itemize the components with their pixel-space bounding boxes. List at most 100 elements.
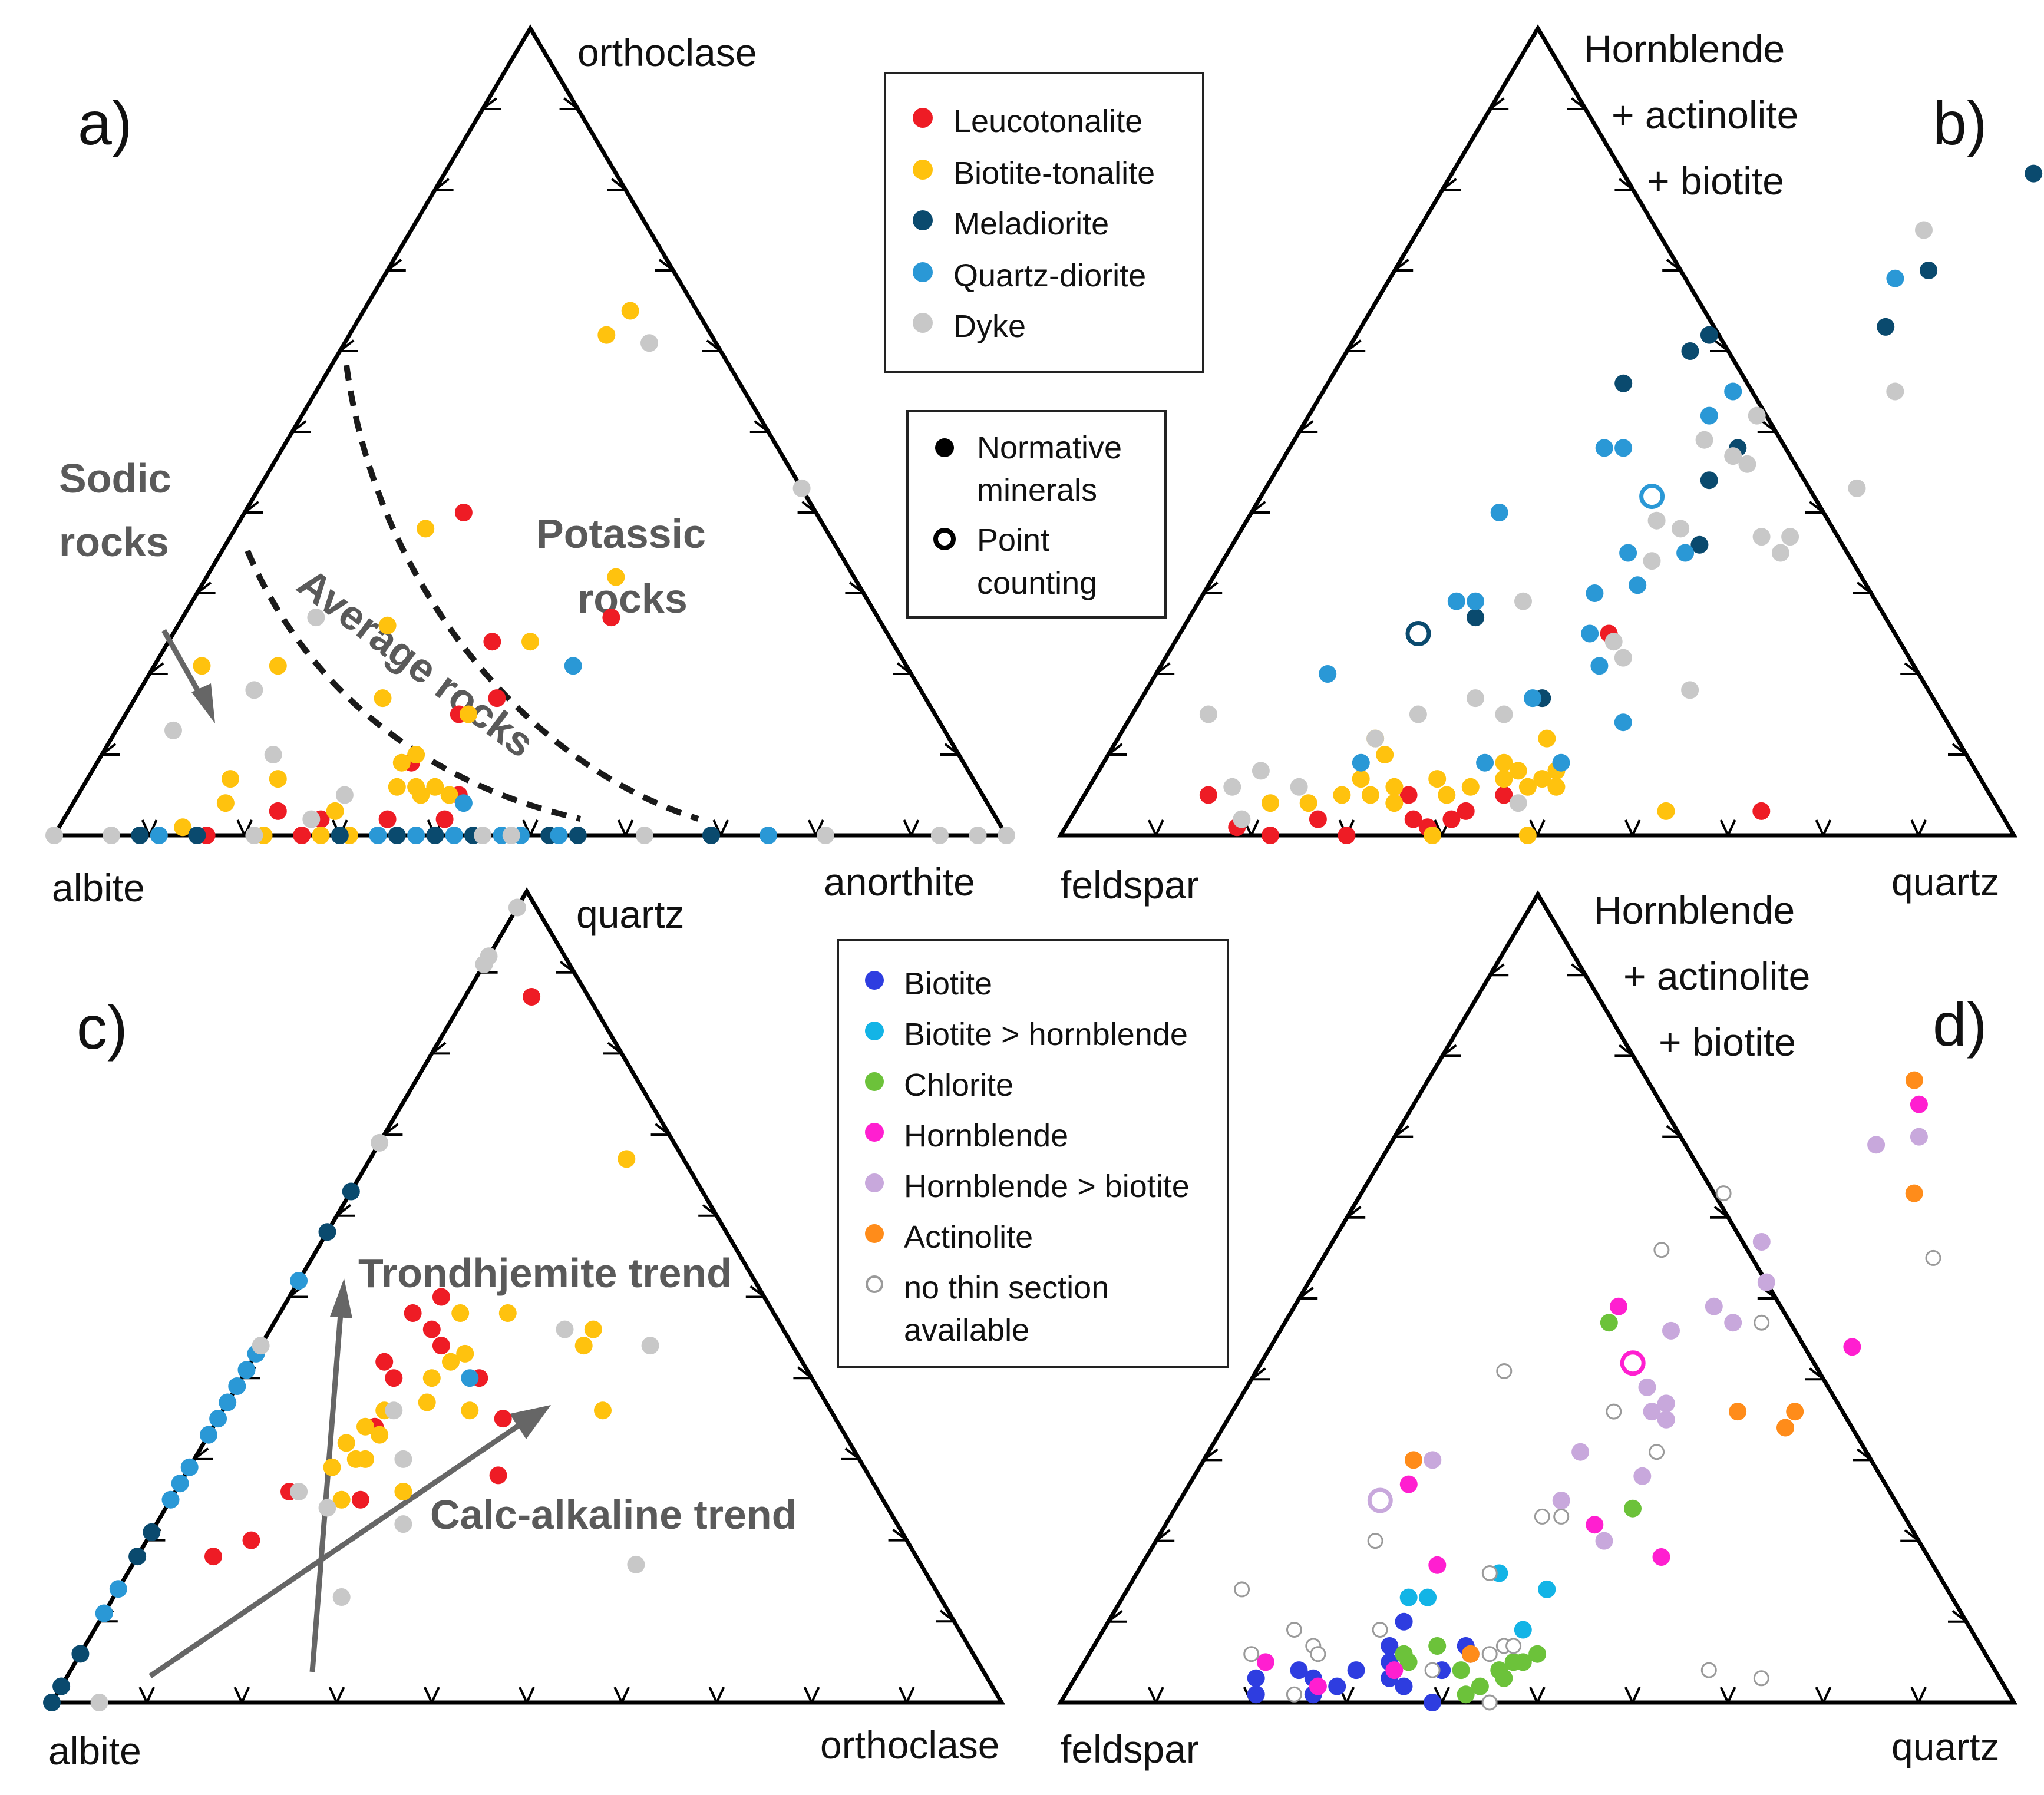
tick xyxy=(1917,819,1927,836)
data-point xyxy=(426,827,444,844)
legend-item: Dyke xyxy=(913,309,1026,344)
data-point xyxy=(1848,479,1866,497)
sodic-arrow-shaft xyxy=(161,629,203,697)
data-point xyxy=(498,1304,517,1322)
legend-label: Dyke xyxy=(953,309,1026,344)
tick xyxy=(1917,1687,1927,1703)
data-point xyxy=(502,827,520,844)
data-point xyxy=(378,616,397,634)
legend-marker xyxy=(913,313,933,333)
tick xyxy=(807,819,817,836)
data-point xyxy=(1309,810,1327,828)
data-point xyxy=(43,1694,61,1711)
data-point xyxy=(404,1304,422,1322)
data-point xyxy=(618,1150,636,1168)
legend-label: Hornblende xyxy=(904,1118,1068,1153)
tick xyxy=(1394,259,1409,272)
tick xyxy=(328,1687,338,1703)
tick xyxy=(1856,1448,1872,1461)
tick xyxy=(1631,819,1641,836)
data-point xyxy=(1366,729,1385,748)
data-point xyxy=(523,988,541,1006)
data-point xyxy=(1338,827,1356,844)
tick xyxy=(1618,1044,1634,1057)
data-point xyxy=(1409,705,1427,723)
legend-marker xyxy=(865,1224,884,1243)
data-point xyxy=(1910,1095,1928,1113)
data-point xyxy=(1361,786,1379,804)
corner-label-left: albite xyxy=(48,1729,141,1773)
data-point xyxy=(323,1458,341,1476)
data-point xyxy=(1715,1185,1732,1202)
panel-b: b) Hornblende + actinolite + biotite fel… xyxy=(1056,24,2043,907)
legend-item: Hornblende xyxy=(865,1118,1068,1153)
data-point xyxy=(574,1337,593,1355)
data-point xyxy=(1428,770,1447,788)
corner-label-top-line3: + biotite xyxy=(1647,159,1784,203)
sodic-arrow-head xyxy=(191,683,215,723)
data-point xyxy=(1643,1403,1661,1421)
data-point xyxy=(1604,633,1623,651)
tick xyxy=(706,339,722,352)
data-point xyxy=(418,1393,436,1411)
data-point xyxy=(426,778,444,796)
tick xyxy=(898,1687,908,1703)
data-point xyxy=(597,326,616,344)
corner-label-left: albite xyxy=(52,866,145,910)
corner-label-top-line1: Hornblende xyxy=(1594,888,1795,932)
data-point xyxy=(1786,1403,1804,1421)
legend-marker xyxy=(913,262,933,282)
data-point xyxy=(318,1499,336,1517)
data-point xyxy=(1629,576,1647,594)
data-point xyxy=(109,1580,127,1598)
data-point xyxy=(1614,439,1633,457)
data-point xyxy=(269,657,287,675)
data-point xyxy=(394,1450,412,1468)
legend-label: Biotite-tonalite xyxy=(953,156,1155,191)
data-point xyxy=(164,721,182,739)
corner-label-top-line2: + actinolite xyxy=(1612,93,1798,137)
data-point xyxy=(200,1426,217,1444)
data-point xyxy=(432,1337,450,1355)
corner-label-top-line2: + actinolite xyxy=(1623,954,1810,998)
legend-marker xyxy=(865,1173,884,1192)
data-point xyxy=(1905,1184,1923,1202)
tick xyxy=(335,1687,345,1703)
annotation-potassic-line2: rocks xyxy=(577,576,688,622)
data-point xyxy=(1234,1581,1250,1598)
data-point xyxy=(209,1410,227,1428)
data-point xyxy=(1700,1662,1717,1678)
tick xyxy=(1713,339,1729,352)
data-point xyxy=(1614,713,1632,732)
data-point xyxy=(1372,1622,1388,1638)
data-point xyxy=(1514,1653,1532,1671)
data-point xyxy=(792,479,811,497)
tick xyxy=(1298,1287,1314,1300)
data-point xyxy=(204,1548,222,1566)
legend-item: Quartz-diorite xyxy=(913,258,1146,293)
legend-label: Hornblende > biotite xyxy=(904,1169,1190,1204)
data-point xyxy=(1610,1297,1627,1315)
data-point xyxy=(1662,1321,1680,1340)
tick xyxy=(1107,1610,1123,1623)
corner-label-top-line3: + biotite xyxy=(1659,1020,1796,1064)
tick xyxy=(1203,581,1219,594)
tick xyxy=(1904,1529,1920,1542)
tick xyxy=(196,581,212,594)
data-point xyxy=(2025,164,2043,183)
data-point xyxy=(193,657,211,675)
data-point xyxy=(1399,1475,1418,1493)
panel-label: c) xyxy=(77,994,128,1062)
data-point xyxy=(1639,484,1665,510)
tick xyxy=(607,1042,623,1054)
data-point xyxy=(1262,827,1279,844)
data-point xyxy=(1771,544,1789,562)
panel-d: d) Hornblende + actinolite + biotite fel… xyxy=(1056,888,2018,1771)
tick xyxy=(1155,1529,1171,1542)
data-point xyxy=(143,1523,161,1541)
tick xyxy=(1951,743,1967,756)
data-point xyxy=(1385,1661,1404,1680)
tick xyxy=(658,259,674,272)
points xyxy=(43,898,659,1711)
tick xyxy=(519,1687,528,1703)
